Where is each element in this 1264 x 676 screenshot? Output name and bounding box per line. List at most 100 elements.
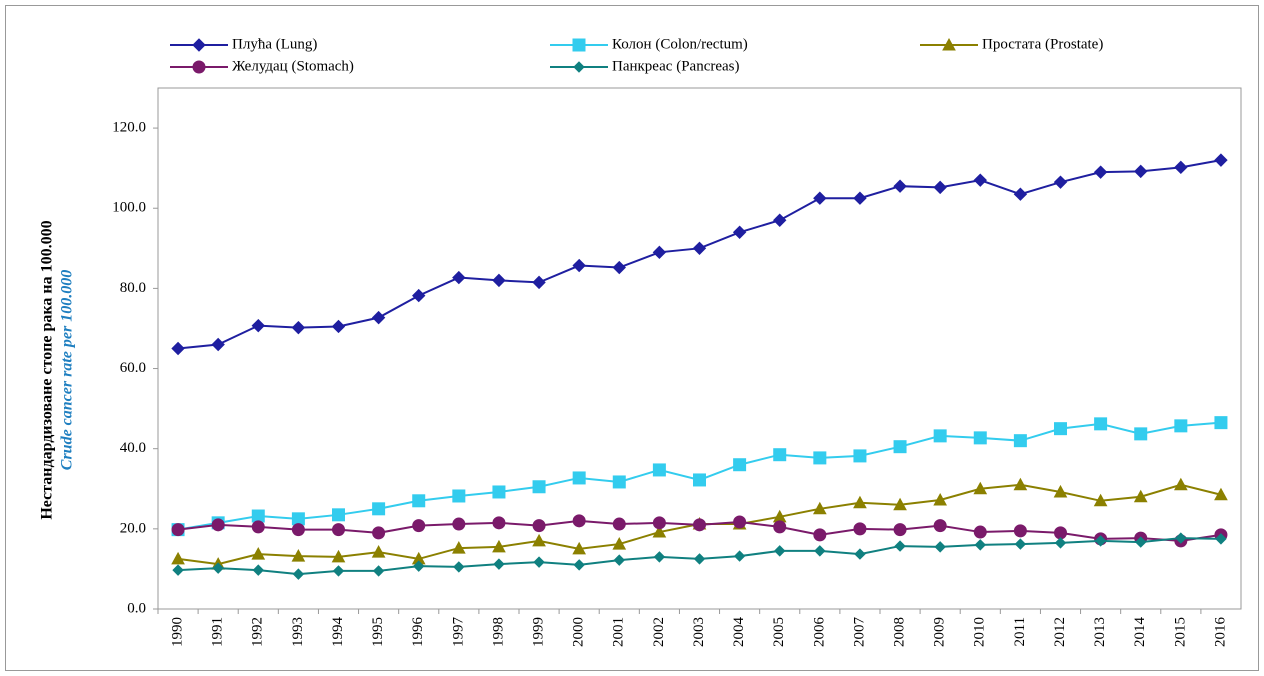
marker [371, 545, 386, 558]
marker [853, 191, 867, 205]
marker [1013, 477, 1028, 491]
marker [532, 275, 546, 290]
marker [612, 475, 626, 489]
plot-area [157, 87, 1242, 610]
x-tick-label: 2003 [691, 617, 707, 647]
marker [372, 565, 385, 577]
marker [291, 549, 306, 562]
legend-label: Панкреас (Pancreas) [612, 58, 740, 74]
marker [1054, 537, 1067, 549]
legend-label: Желудац (Stomach) [232, 58, 354, 74]
marker [1093, 165, 1108, 179]
marker [814, 545, 826, 557]
marker [1094, 417, 1108, 431]
marker [1214, 153, 1228, 167]
marker [211, 518, 225, 532]
marker [572, 38, 586, 52]
marker [813, 451, 827, 465]
marker [1174, 160, 1188, 175]
marker [973, 525, 987, 539]
marker [1014, 538, 1027, 550]
marker [171, 341, 185, 356]
marker [853, 522, 867, 536]
marker [372, 502, 386, 516]
marker [451, 541, 466, 554]
marker [733, 515, 747, 529]
marker [532, 519, 546, 533]
marker [1133, 489, 1148, 503]
marker [1013, 434, 1027, 448]
x-tick-label: 1994 [330, 617, 346, 648]
marker [412, 288, 426, 303]
marker [893, 523, 907, 537]
marker [1013, 187, 1028, 201]
x-tick-label: 1999 [530, 617, 546, 647]
marker [934, 541, 946, 553]
marker [893, 440, 907, 454]
marker [774, 545, 786, 557]
y-axis-title: Нестандардизоване стопе рака на 100.000 [39, 220, 56, 519]
marker [452, 270, 466, 285]
marker [1174, 419, 1188, 433]
marker [653, 551, 666, 563]
marker [973, 431, 987, 445]
marker [692, 241, 707, 256]
marker [652, 463, 666, 477]
marker [372, 526, 386, 540]
marker [1053, 175, 1068, 189]
marker [773, 213, 787, 227]
marker [942, 37, 956, 51]
x-tick-label: 1993 [290, 617, 306, 647]
marker [573, 61, 585, 73]
marker [492, 539, 506, 553]
x-tick-label: 2011 [1012, 617, 1028, 646]
marker [733, 550, 746, 562]
marker [212, 562, 224, 574]
marker [973, 173, 987, 187]
marker [1134, 164, 1148, 179]
legend-label: Колон (Colon/rectum) [612, 36, 748, 52]
marker [251, 509, 265, 523]
marker [1214, 487, 1228, 501]
marker [974, 539, 986, 551]
x-tick-label: 2000 [571, 617, 587, 647]
x-tick-label: 2010 [972, 617, 988, 647]
marker [652, 516, 666, 530]
x-tick-label: 1998 [490, 617, 506, 647]
marker [492, 273, 506, 288]
marker [453, 561, 465, 573]
marker [1215, 533, 1227, 545]
x-tick-label: 1991 [210, 617, 226, 647]
marker [973, 481, 988, 495]
marker [332, 523, 345, 537]
marker [693, 473, 706, 487]
x-tick-label: 2004 [731, 617, 747, 648]
marker [413, 560, 425, 572]
x-tick-label: 1997 [450, 617, 466, 648]
x-tick-label: 2014 [1132, 617, 1148, 648]
marker [332, 565, 345, 577]
legend-item: Панкреас (Pancreas) [550, 58, 740, 74]
marker [192, 60, 206, 74]
y-tick-label: 0.0 [127, 600, 146, 616]
marker [893, 497, 907, 511]
legend-label: Плућа (Lung) [232, 36, 317, 52]
y-tick-label: 20.0 [120, 520, 146, 536]
marker [693, 518, 706, 532]
marker [572, 514, 586, 528]
marker [533, 556, 545, 568]
y-tick-label: 60.0 [120, 360, 146, 376]
legend-label: Простата (Prostate) [982, 36, 1103, 52]
marker [331, 319, 346, 334]
x-tick-label: 1990 [169, 617, 185, 647]
marker [853, 495, 867, 509]
y-tick-label: 120.0 [112, 120, 146, 136]
marker [854, 548, 866, 560]
marker [693, 553, 706, 565]
marker [1094, 535, 1107, 547]
marker [1173, 477, 1188, 491]
marker [1013, 524, 1027, 538]
marker [1053, 484, 1068, 498]
x-tick-label: 2012 [1052, 617, 1068, 647]
marker [612, 537, 627, 550]
